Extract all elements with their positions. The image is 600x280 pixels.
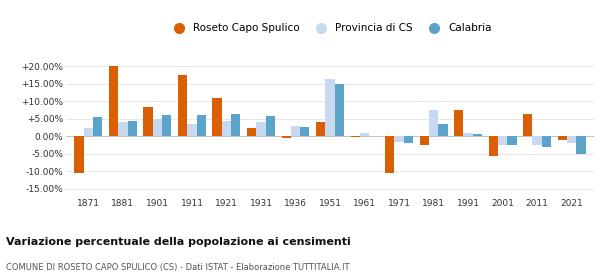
Bar: [93, 117, 103, 136]
Bar: [212, 98, 222, 136]
Bar: [325, 79, 335, 136]
Bar: [394, 136, 404, 142]
Bar: [360, 133, 369, 136]
Bar: [523, 114, 532, 136]
Bar: [153, 119, 162, 136]
Bar: [316, 122, 325, 136]
Bar: [118, 122, 128, 136]
Bar: [335, 84, 344, 136]
Bar: [507, 136, 517, 145]
Bar: [576, 136, 586, 154]
Bar: [385, 136, 394, 173]
Bar: [256, 122, 266, 136]
Bar: [542, 136, 551, 147]
Bar: [300, 127, 310, 136]
Bar: [473, 134, 482, 136]
Text: COMUNE DI ROSETO CAPO SPULICO (CS) - Dati ISTAT - Elaborazione TUTTITALIA.IT: COMUNE DI ROSETO CAPO SPULICO (CS) - Dat…: [6, 263, 349, 272]
Bar: [454, 110, 463, 136]
Bar: [109, 66, 118, 136]
Bar: [74, 136, 84, 173]
Bar: [404, 136, 413, 143]
Bar: [143, 107, 153, 136]
Bar: [247, 128, 256, 136]
Bar: [281, 136, 291, 138]
Bar: [231, 114, 241, 136]
Bar: [532, 136, 542, 145]
Bar: [266, 116, 275, 136]
Bar: [128, 121, 137, 136]
Text: Variazione percentuale della popolazione ai censimenti: Variazione percentuale della popolazione…: [6, 237, 351, 247]
Bar: [350, 136, 360, 137]
Bar: [222, 121, 231, 136]
Bar: [498, 136, 507, 145]
Bar: [438, 124, 448, 136]
Bar: [419, 136, 429, 145]
Bar: [197, 115, 206, 136]
Bar: [187, 124, 197, 136]
Bar: [463, 133, 473, 136]
Bar: [291, 126, 300, 136]
Bar: [162, 115, 172, 136]
Bar: [429, 110, 438, 136]
Bar: [567, 136, 576, 143]
Bar: [84, 128, 93, 136]
Bar: [557, 136, 567, 140]
Legend: Roseto Capo Spulico, Provincia di CS, Calabria: Roseto Capo Spulico, Provincia di CS, Ca…: [164, 19, 496, 38]
Bar: [488, 136, 498, 156]
Bar: [178, 75, 187, 136]
